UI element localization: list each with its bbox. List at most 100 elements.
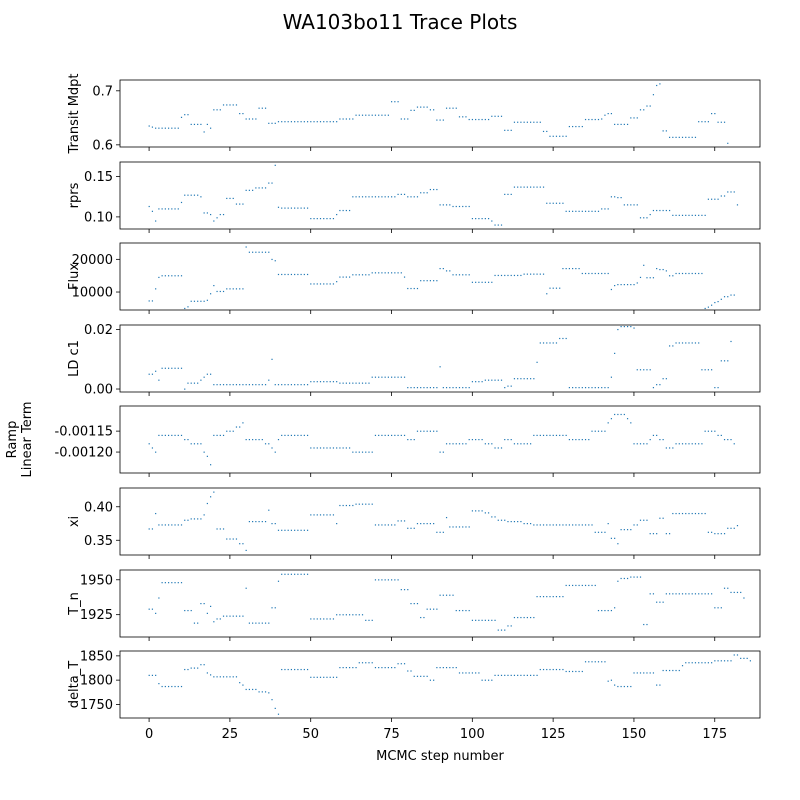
trace-point [662, 130, 664, 132]
trace-point [264, 691, 267, 693]
trace-point [336, 213, 338, 216]
trace-point [193, 382, 196, 384]
trace-point [365, 114, 367, 116]
trace-point [245, 439, 247, 441]
trace-point [316, 676, 318, 678]
trace-point [400, 434, 402, 437]
trace-point [348, 614, 351, 616]
trace-point [252, 118, 254, 120]
trace-point [342, 118, 344, 120]
trace-point [733, 527, 735, 529]
trace-point [268, 251, 270, 253]
trace-point [743, 657, 745, 659]
trace-point [500, 674, 503, 676]
trace-point [507, 521, 509, 523]
trace-point [216, 528, 218, 530]
trace-point [319, 447, 322, 449]
trace-point [226, 197, 228, 200]
trace-point [378, 196, 380, 198]
trace-point [694, 593, 697, 595]
y-tick-label: 1750 [80, 698, 113, 713]
trace-point [620, 529, 622, 531]
x-tick-label: 50 [302, 727, 319, 742]
trace-point [161, 208, 163, 210]
trace-point [497, 274, 499, 277]
trace-point [400, 193, 402, 195]
trace-point [572, 125, 574, 128]
trace-point [578, 584, 580, 587]
trace-point [358, 114, 360, 116]
trace-point [526, 443, 528, 445]
trace-point [723, 195, 726, 197]
trace-point [468, 609, 470, 612]
trace-point [339, 667, 341, 669]
trace-point [294, 529, 296, 531]
trace-point [290, 529, 293, 531]
trace-point [533, 616, 535, 619]
trace-point [523, 443, 525, 445]
trace-point [504, 387, 506, 389]
trace-point [400, 589, 402, 591]
trace-point [711, 593, 713, 595]
trace-point [565, 135, 567, 137]
trace-point [656, 434, 658, 437]
trace-point [546, 668, 548, 671]
trace-point [429, 188, 431, 191]
trace-point [568, 524, 570, 526]
trace-point [403, 118, 406, 120]
trace-point [520, 443, 522, 445]
trace-point [180, 275, 183, 277]
trace-point [197, 667, 199, 669]
trace-point [413, 196, 415, 198]
trace-point [303, 207, 305, 209]
trace-point [200, 379, 202, 381]
trace-point [562, 267, 564, 270]
trace-point [368, 274, 370, 276]
trace-point [355, 451, 357, 453]
trace-point [439, 204, 441, 206]
trace-point [565, 267, 567, 270]
trace-point [429, 679, 431, 681]
trace-point [678, 512, 680, 515]
trace-point [439, 267, 441, 270]
trace-point [559, 135, 561, 137]
trace-point [371, 451, 373, 453]
trace-point [232, 104, 234, 106]
trace-point [219, 213, 221, 216]
trace-point [688, 662, 690, 664]
trace-point [381, 196, 383, 198]
trace-point [384, 376, 386, 378]
trace-point [210, 464, 212, 466]
trace-point [229, 615, 231, 617]
trace-point [507, 674, 509, 676]
trace-point [478, 281, 480, 283]
trace-point [326, 618, 328, 620]
trace-point [413, 109, 415, 111]
trace-point [271, 523, 273, 525]
trace-point [387, 196, 389, 198]
trace-point [336, 614, 338, 616]
trace-point [281, 434, 283, 437]
trace-point [442, 119, 444, 121]
trace-point [617, 123, 619, 126]
trace-point [336, 381, 338, 383]
trace-point [423, 280, 425, 282]
trace-point [420, 192, 422, 194]
trace-point [229, 538, 231, 540]
trace-point [694, 272, 697, 275]
trace-point [465, 387, 467, 389]
trace-point [287, 207, 289, 209]
trace-point [452, 387, 454, 389]
trace-point [177, 582, 179, 584]
trace-point [158, 208, 160, 210]
trace-point [601, 208, 603, 210]
trace-point [187, 668, 189, 671]
trace-point [597, 118, 600, 121]
trace-point [229, 197, 231, 200]
trace-point [355, 382, 357, 384]
trace-point [610, 609, 613, 612]
trace-point [552, 524, 554, 526]
trace-point [235, 426, 238, 428]
trace-point [203, 376, 205, 378]
